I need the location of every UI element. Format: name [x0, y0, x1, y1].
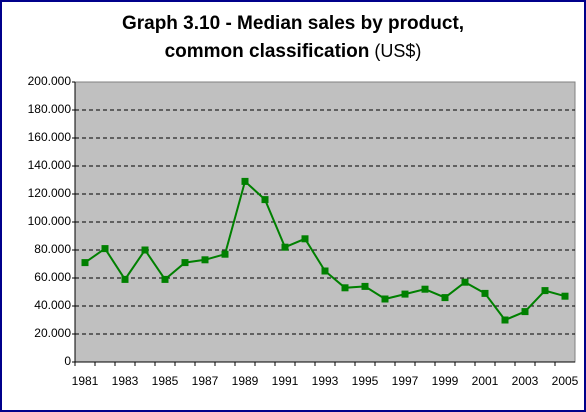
marker	[241, 177, 249, 185]
marker	[121, 275, 129, 283]
marker	[561, 292, 569, 300]
marker	[321, 267, 329, 275]
x-tick-label: 1999	[432, 374, 459, 388]
marker	[201, 256, 209, 264]
marker	[81, 259, 89, 267]
x-tick-label: 2001	[472, 374, 499, 388]
y-tick-label: 160.000	[28, 130, 72, 144]
marker	[461, 278, 469, 286]
marker	[301, 235, 309, 243]
y-tick-label: 80.000	[34, 242, 71, 256]
marker	[221, 250, 229, 258]
chart-title: Graph 3.10 - Median sales by product,	[122, 13, 464, 34]
y-tick-label: 200.000	[28, 74, 72, 88]
x-tick-label: 1993	[312, 374, 339, 388]
y-tick-label: 60.000	[34, 270, 71, 284]
y-tick-label: 120.000	[28, 186, 72, 200]
marker	[361, 282, 369, 290]
marker	[441, 294, 449, 302]
plot-area	[74, 81, 576, 363]
marker	[501, 316, 509, 324]
x-tick-label: 1991	[272, 374, 299, 388]
marker	[141, 246, 149, 254]
marker	[401, 290, 409, 298]
x-tick-label: 2005	[552, 374, 579, 388]
chart-title-unit: (US$)	[374, 41, 421, 61]
marker	[101, 245, 109, 253]
x-tick-label: 2003	[512, 374, 539, 388]
x-tick-label: 1997	[392, 374, 419, 388]
x-tick-label: 1989	[232, 374, 259, 388]
x-tick-label: 1981	[72, 374, 99, 388]
marker	[421, 285, 429, 293]
x-tick-label: 1995	[352, 374, 379, 388]
marker	[541, 287, 549, 295]
y-tick-label: 140.000	[28, 158, 72, 172]
x-tick-label: 1983	[112, 374, 139, 388]
marker	[161, 275, 169, 283]
y-tick-label: 100.000	[28, 214, 72, 228]
chart-title: common classification	[165, 41, 370, 62]
x-tick-label: 1985	[152, 374, 179, 388]
marker	[281, 243, 289, 251]
y-tick-label: 180.000	[28, 102, 72, 116]
y-tick-label: 0	[64, 354, 71, 368]
y-tick-label: 20.000	[34, 326, 71, 340]
marker	[181, 259, 189, 267]
marker	[481, 289, 489, 297]
marker	[521, 308, 529, 316]
marker	[261, 196, 269, 204]
marker	[381, 295, 389, 303]
marker	[341, 284, 349, 292]
y-tick-label: 40.000	[34, 298, 71, 312]
chart-title-line: common classification (US$)	[165, 41, 422, 62]
x-tick-label: 1987	[192, 374, 219, 388]
